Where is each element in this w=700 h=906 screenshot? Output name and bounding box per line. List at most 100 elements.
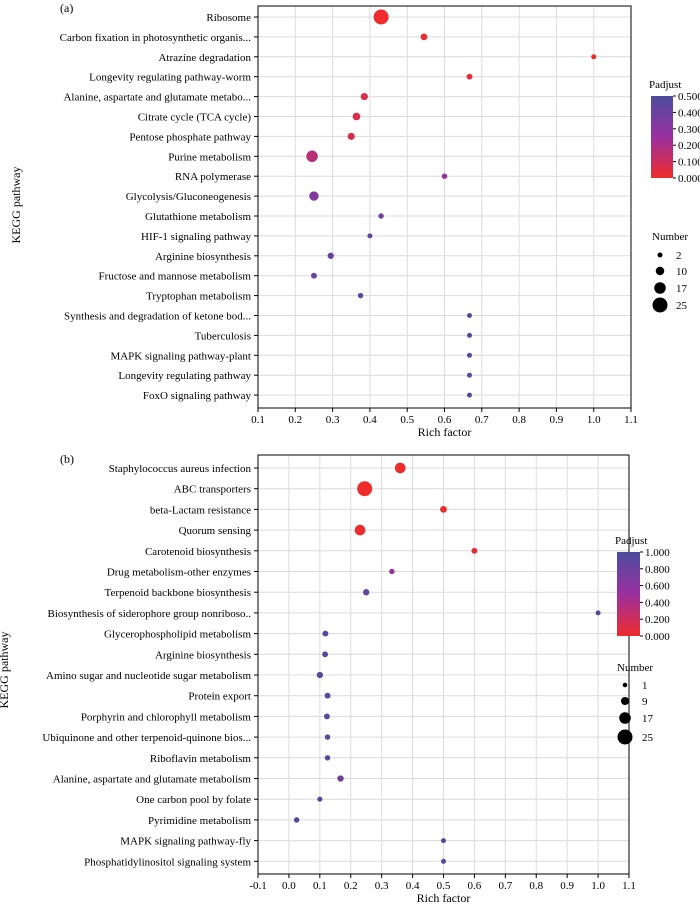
x-tick-label: 0.3: [375, 880, 389, 892]
color-legend-label: 0.400: [645, 597, 670, 609]
x-tick-label: 0.0: [282, 880, 296, 892]
data-point: [357, 481, 373, 497]
category-label: HIF-1 signaling pathway: [141, 231, 251, 243]
category-label: Glycerophospholipid metabolism: [104, 629, 251, 641]
size-legend-label: 17: [676, 283, 688, 295]
y-axis-title: KEGG pathway: [0, 632, 11, 709]
color-legend-title: Padjust: [649, 79, 681, 91]
color-legend-bar: [651, 96, 673, 178]
x-tick-label: 0.5: [437, 880, 451, 892]
category-label: Terpenoid backbone biosynthesis: [105, 587, 251, 599]
plot-frame: [257, 454, 630, 875]
data-point: [440, 838, 447, 844]
data-point: [466, 392, 472, 398]
color-legend-bar: [617, 552, 640, 636]
category-label: Synthesis and degradation of ketone bod.…: [64, 311, 251, 323]
data-point: [466, 352, 472, 358]
panel-label: (a): [60, 1, 73, 15]
color-legend-label: 0.800: [645, 564, 670, 576]
data-point: [322, 630, 329, 637]
data-point: [378, 213, 384, 219]
x-tick-label: 0.6: [468, 880, 482, 892]
x-tick-label: 0.5: [400, 414, 414, 426]
data-point: [323, 713, 330, 720]
x-tick-label: 0.2: [344, 880, 358, 892]
x-tick-label: 0.8: [512, 414, 526, 426]
size-legend-dot: [652, 297, 668, 313]
data-point: [347, 132, 355, 140]
color-legend-label: 0.600: [645, 581, 670, 593]
data-point: [466, 313, 472, 318]
data-point: [471, 547, 478, 554]
category-label: MAPK signaling pathway-fly: [120, 836, 251, 848]
category-label: Riboflavin metabolism: [150, 753, 252, 765]
data-point: [591, 54, 597, 60]
category-label: Glycolysis/Gluconeogenesis: [126, 191, 251, 203]
data-point: [293, 817, 300, 823]
color-legend-label: 0.400: [678, 107, 700, 119]
category-label: Arginine biosynthesis: [155, 251, 251, 263]
x-tick-label: 0.2: [288, 414, 302, 426]
size-legend-dot: [617, 729, 633, 745]
chart-panel-b: -0.1 0.0 0.1 0.2 0.3 0.4 0.5 0.6 0.7 0.8 0.9 1.0 1.1…: [0, 452, 670, 905]
category-label: Longevity regulating pathway-worm: [89, 72, 251, 84]
size-legend-dot: [655, 266, 665, 276]
data-point: [316, 671, 324, 679]
category-label: Staphylococcus aureus infection: [109, 463, 252, 475]
data-point: [322, 651, 329, 658]
color-legend-title: Padjust: [615, 535, 647, 547]
category-label: MAPK signaling pathway-plant: [110, 350, 251, 362]
x-tick-label: 0.1: [251, 414, 265, 426]
category-label: Protein export: [188, 691, 251, 703]
x-tick-label: 0.4: [363, 414, 377, 426]
size-legend-label: 1: [642, 680, 648, 692]
x-tick-label: 1.1: [622, 880, 636, 892]
data-point: [466, 73, 473, 80]
category-label: Fructose and mannose metabolism: [99, 271, 252, 283]
plot-frame: [257, 5, 632, 409]
x-tick-label: 0.7: [475, 414, 489, 426]
data-point: [440, 858, 447, 864]
category-label: Carotenoid biosynthesis: [145, 546, 251, 558]
size-legend-label: 25: [676, 300, 688, 312]
category-label: Arginine biosynthesis: [155, 649, 251, 661]
data-point: [389, 568, 395, 575]
x-tick-label: 0.3: [326, 414, 340, 426]
data-point: [373, 9, 389, 25]
color-legend-label: 1.000: [645, 547, 670, 559]
size-legend-title: Number: [652, 231, 688, 243]
x-tick-label: 1.0: [587, 414, 601, 426]
size-legend-dot: [619, 712, 631, 724]
category-label: Tuberculosis: [195, 330, 251, 342]
data-point: [466, 372, 472, 378]
x-tick-label: 0.4: [406, 880, 420, 892]
size-legend-dot: [622, 682, 628, 688]
panel-label: (b): [60, 452, 74, 466]
color-legend-label: 0.200: [645, 614, 670, 626]
category-label: Alanine, aspartate and glutamate metabol…: [53, 774, 252, 786]
x-axis-title: Rich factor: [417, 891, 471, 905]
data-point: [357, 292, 364, 299]
color-legend-label: 0.500: [678, 91, 700, 103]
size-legend-label: 10: [676, 266, 688, 278]
data-point: [354, 524, 366, 536]
category-label: ABC transporters: [174, 484, 251, 496]
category-label: Pentose phosphate pathway: [129, 131, 251, 143]
size-legend-dot: [620, 696, 630, 706]
data-point: [466, 332, 472, 338]
data-point: [420, 33, 428, 41]
category-label: Atrazine degradation: [158, 52, 251, 64]
data-point: [367, 233, 373, 239]
size-legend-label: 2: [676, 250, 682, 262]
category-label: Tryptophan metabolism: [146, 291, 251, 303]
color-legend-label: 0.300: [678, 124, 700, 136]
data-point: [311, 272, 317, 279]
x-tick-label: 0.9: [550, 414, 564, 426]
x-tick-label: 1.1: [624, 414, 638, 426]
category-label: Longevity regulating pathway: [118, 370, 251, 382]
category-label: Drug metabolism-other enzymes: [107, 567, 251, 579]
data-point: [309, 191, 319, 201]
size-legend-label: 25: [642, 732, 654, 744]
x-tick-label: 0.6: [438, 414, 452, 426]
